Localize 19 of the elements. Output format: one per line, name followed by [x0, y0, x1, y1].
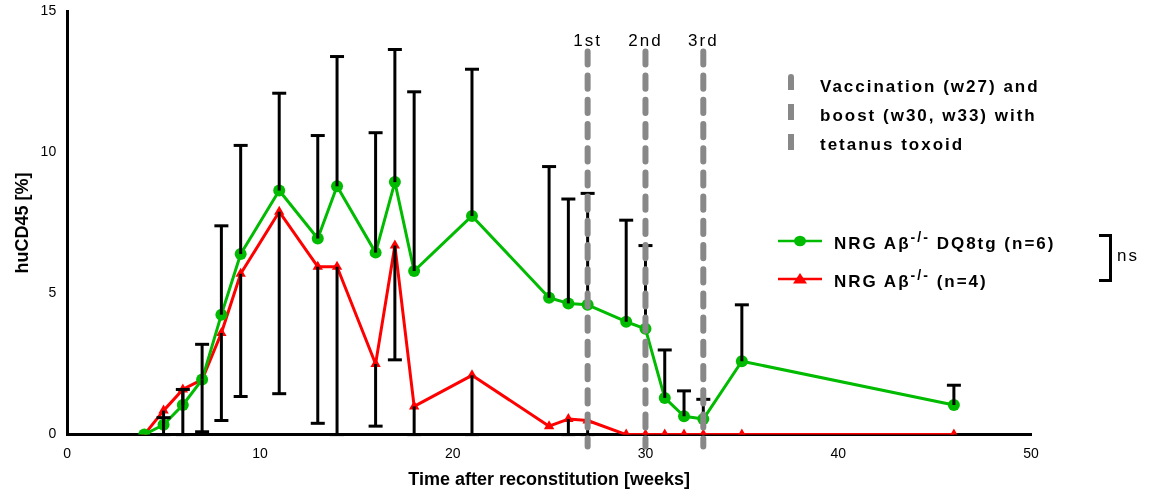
x-tick-label: 50	[1023, 444, 1039, 461]
y-axis-title: huCD45 [%]	[11, 172, 32, 274]
legend-label: NRG Aβ$^{-/-}$ (n=4)	[834, 266, 988, 292]
y-tick-label: 10	[40, 143, 57, 160]
x-tick-label: 40	[830, 444, 847, 461]
y-tick-label: 0	[48, 425, 57, 442]
ref-line-label: 3rd	[688, 31, 719, 51]
legend-label: NRG Aβ$^{-/-}$ DQ8tg (n=6)	[834, 228, 1056, 254]
x-axis-title: Time after reconstitution [weeks]	[408, 469, 690, 490]
annotation: Vaccination (w27) and boost (w30, w33) with tetanus toxoid	[819, 76, 1041, 156]
x-tick-label: 10	[252, 444, 268, 461]
ref-line-label: 2nd	[628, 31, 663, 51]
y-tick-label: 5	[48, 284, 57, 301]
ref-line-label: 1st	[573, 31, 602, 51]
y-tick-label: 15	[40, 2, 57, 19]
x-tick-label: 20	[444, 444, 461, 461]
text: ns	[1117, 246, 1139, 266]
x-tick-label: 30	[637, 444, 654, 461]
x-tick-label: 0	[63, 444, 72, 461]
